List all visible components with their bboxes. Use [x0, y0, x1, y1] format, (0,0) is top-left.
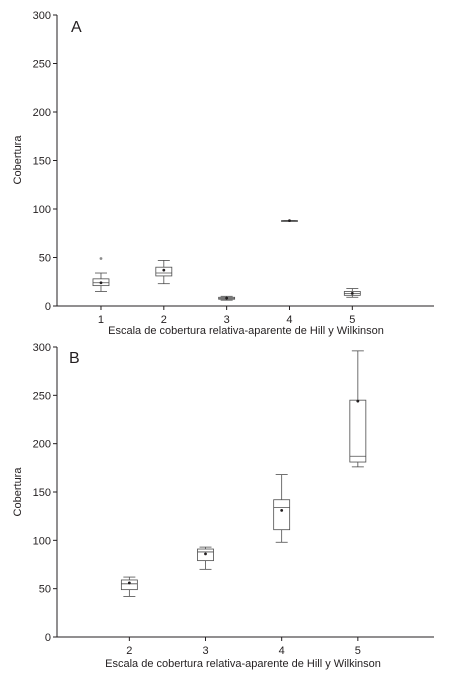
- panel-label: A: [71, 19, 82, 36]
- y-tick-label: 50: [39, 253, 51, 265]
- y-tick-label: 300: [33, 10, 51, 22]
- x-axis-label: Escala de cobertura relativa-aparente de…: [108, 325, 384, 337]
- outlier-point: [99, 257, 103, 260]
- x-tick-label: 5: [349, 314, 355, 326]
- y-tick-label: 150: [33, 487, 51, 499]
- mean-marker: [350, 291, 354, 295]
- mean-marker: [162, 268, 166, 272]
- x-tick-label: 3: [224, 314, 230, 326]
- y-tick-label: 0: [45, 632, 51, 644]
- mean-marker: [288, 219, 291, 223]
- y-tick-label: 100: [33, 535, 51, 547]
- box-iqr: [349, 399, 367, 463]
- chart-panel-a: A Cobertura Escala de cobertura relativa…: [12, 10, 434, 337]
- mean-marker: [225, 296, 229, 300]
- x-tick-label: 4: [279, 645, 285, 657]
- box-iqr: [120, 579, 138, 591]
- y-axis-label: Cobertura: [12, 135, 24, 185]
- y-tick-label: 200: [33, 439, 51, 451]
- chart-panel-b: B Cobertura Escala de cobertura relativa…: [12, 342, 434, 670]
- plot-area: 0 50 100 150 200 250 300 1 2 3 4 5: [33, 10, 434, 326]
- box-iqr: [155, 266, 173, 277]
- x-tick-label: 2: [161, 314, 167, 326]
- box-iqr: [197, 548, 214, 562]
- x-axis-label: Escala de cobertura relativa-aparente de…: [105, 658, 381, 670]
- x-tick-label: 3: [202, 645, 208, 657]
- panel-label: B: [69, 350, 80, 367]
- mean-marker: [127, 581, 131, 585]
- box-iqr: [92, 278, 110, 287]
- mean-marker: [204, 552, 207, 556]
- y-tick-label: 250: [33, 390, 51, 402]
- y-tick-label: 100: [33, 204, 51, 216]
- mean-marker: [99, 281, 103, 285]
- x-tick-label: 1: [98, 314, 104, 326]
- plot-area: 0 50 100 150 200 250 300 2 3 4 5: [33, 342, 434, 657]
- mean-marker: [280, 508, 284, 512]
- x-tick-label: 5: [355, 645, 361, 657]
- box-iqr: [273, 499, 291, 531]
- y-tick-label: 250: [33, 59, 51, 71]
- y-tick-label: 0: [45, 301, 51, 313]
- x-tick-label: 4: [286, 314, 292, 326]
- y-tick-label: 200: [33, 107, 51, 119]
- y-tick-label: 150: [33, 156, 51, 168]
- x-tick-label: 2: [126, 645, 132, 657]
- y-tick-label: 300: [33, 342, 51, 354]
- y-tick-label: 50: [39, 584, 51, 596]
- mean-marker: [356, 399, 360, 403]
- y-axis-label: Cobertura: [12, 467, 24, 517]
